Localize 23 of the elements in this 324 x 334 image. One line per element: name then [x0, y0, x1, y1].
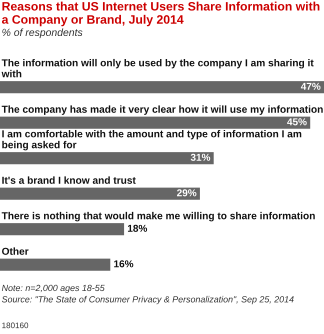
y-tick-label: I am comfortable with the amount and type of information I am being asked for	[2, 130, 302, 150]
y-tick-label: Other	[2, 247, 29, 255]
y-tick-label: The information will only be used by the company I am sharing it with	[2, 58, 314, 78]
text: 180160	[2, 322, 28, 328]
chart-subtitle: % of respondents	[2, 28, 82, 38]
text: Note: n=2,000 ages 18-55	[2, 284, 105, 293]
data-label: 47%	[300, 82, 320, 90]
bar	[0, 81, 324, 94]
data-label: 16%	[114, 260, 134, 268]
data-label: 45%	[287, 118, 307, 126]
bar	[0, 188, 200, 200]
data-label: 31%	[190, 154, 210, 161]
data-label: 18%	[128, 224, 148, 232]
y-tick-label: The company has made it very clear how it will use my information	[2, 105, 323, 115]
data-label: 29%	[177, 189, 196, 196]
bar	[0, 116, 310, 129]
bar	[0, 152, 214, 164]
y-tick-label: It's a brand I know and trust	[2, 176, 136, 184]
chart-title: Reasons that US Internet Users Share Information with a Company or Brand, July 2014	[2, 2, 320, 26]
bar	[0, 258, 110, 271]
bar	[0, 223, 124, 236]
y-tick-label: There is nothing that would make me willing to share information	[2, 212, 315, 222]
source-note: Source: "The State of Consumer Privacy & Personalization", Sep 25, 2014	[2, 296, 294, 304]
